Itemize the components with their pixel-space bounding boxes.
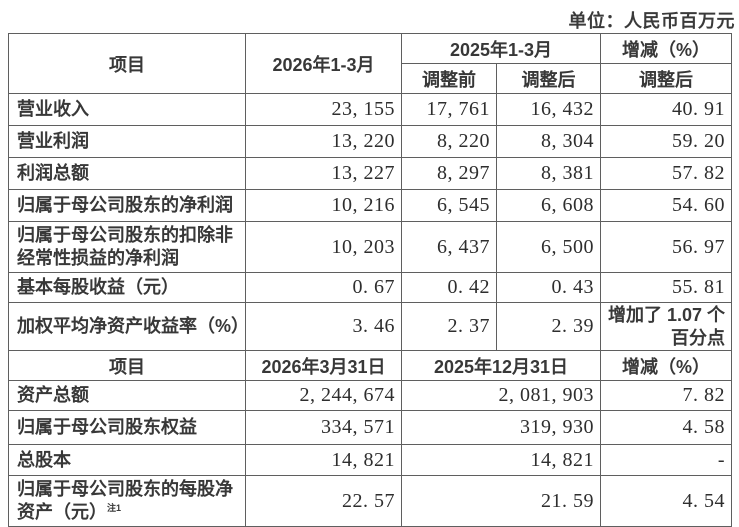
- subheader-change-after-adjustment: 调整后: [600, 63, 732, 94]
- cell-pre-adjustment: 8, 220: [401, 125, 497, 158]
- row-total-assets: 资产总额 2, 244, 674 2, 081, 903 7. 82: [8, 380, 732, 411]
- cell-2026-value: 2, 244, 674: [245, 380, 402, 411]
- row-label-text: 归属于母公司股东的每股净资产（元）: [17, 479, 233, 522]
- cell-post-adjustment: 8, 304: [496, 125, 601, 158]
- financial-summary-table: 项目 2026年1-3月 2025年1-3月 增减（%） 调整前 调整后 调整后…: [8, 33, 732, 527]
- row-label: 归属于母公司股东的扣除非经常性损益的净利润: [8, 221, 246, 273]
- change-text-line-1: 增加了 1.07 个: [607, 304, 725, 325]
- subheader-before-adjustment: 调整前: [401, 63, 497, 94]
- cell-pre-adjustment: 2. 37: [401, 302, 497, 351]
- row-total-profit: 利润总额 13, 227 8, 297 8, 381 57. 82: [8, 157, 732, 190]
- header-row-1: 项目 2026年1-3月 2025年1-3月 增减（%）: [8, 33, 732, 94]
- row-operating-profit: 营业利润 13, 220 8, 220 8, 304 59. 20: [8, 125, 732, 158]
- cell-change: 4. 54: [600, 475, 732, 527]
- row-basic-eps: 基本每股收益（元） 0. 67 0. 42 0. 43 55. 81: [8, 272, 732, 303]
- cell-pre-adjustment: 0. 42: [401, 272, 497, 303]
- cell-2025-value: 21. 59: [401, 475, 601, 527]
- cell-2026-value: 13, 227: [245, 157, 402, 190]
- row-total-share-capital: 总股本 14, 821 14, 821 -: [8, 444, 732, 476]
- change-text-line-2: 百分点: [671, 327, 725, 348]
- cell-post-adjustment: 0. 43: [496, 272, 601, 303]
- cell-2026-value: 23, 155: [245, 93, 402, 126]
- row-label: 归属于母公司股东的每股净资产（元）注1: [8, 475, 246, 527]
- cell-2025-value: 2, 081, 903: [401, 380, 601, 411]
- header-item: 项目: [8, 33, 246, 94]
- cell-2025-value: 319, 930: [401, 410, 601, 445]
- row-weighted-avg-roe: 加权平均净资产收益率（%） 3. 46 2. 37 2. 39 增加了 1.07…: [8, 302, 732, 351]
- cell-2026-value: 10, 203: [245, 221, 402, 273]
- cell-change: 54. 60: [600, 189, 732, 222]
- note-1-superscript: 注1: [107, 503, 122, 513]
- cell-change: 40. 91: [600, 93, 732, 126]
- header-row-2: 调整前 调整后 调整后: [9, 63, 732, 94]
- cell-pre-adjustment: 17, 761: [401, 93, 497, 126]
- cell-pre-adjustment: 6, 545: [401, 189, 497, 222]
- row-net-profit-attributable: 归属于母公司股东的净利润 10, 216 6, 545 6, 608 54. 6…: [8, 189, 732, 222]
- row-equity-attributable: 归属于母公司股东权益 334, 571 319, 930 4. 58: [8, 410, 732, 445]
- cell-2026-value: 22. 57: [245, 475, 402, 527]
- header2-date-2025: 2025年12月31日: [401, 350, 601, 381]
- cell-2026-value: 14, 821: [245, 444, 402, 476]
- subheader-after-adjustment: 调整后: [496, 63, 601, 94]
- cell-post-adjustment: 16, 432: [496, 93, 601, 126]
- row-label: 基本每股收益（元）: [8, 272, 246, 303]
- cell-post-adjustment: 6, 500: [496, 221, 601, 273]
- header2-change: 增减（%）: [600, 350, 732, 381]
- cell-change-percentage-points: 增加了 1.07 个 百分点: [600, 302, 732, 351]
- cell-post-adjustment: 6, 608: [496, 189, 601, 222]
- cell-change: 59. 20: [600, 125, 732, 158]
- cell-change: 7. 82: [600, 380, 732, 411]
- row-label: 归属于母公司股东的净利润: [8, 189, 246, 222]
- row-label: 利润总额: [8, 157, 246, 190]
- row-operating-revenue: 营业收入 23, 155 17, 761 16, 432 40. 91: [8, 93, 732, 126]
- row-label: 总股本: [8, 444, 246, 476]
- unit-label: 单位：人民币百万元: [568, 11, 735, 31]
- cell-change: 4. 58: [600, 410, 732, 445]
- header-change: 增减（%）: [600, 33, 732, 64]
- cell-2026-value: 334, 571: [245, 410, 402, 445]
- cell-2025-value: 14, 821: [401, 444, 601, 476]
- cell-2026-value: 3. 46: [245, 302, 402, 351]
- row-label: 加权平均净资产收益率（%）: [8, 302, 246, 351]
- header-row-3: 项目 2026年3月31日 2025年12月31日 增减（%）: [8, 350, 732, 381]
- header2-date-2026: 2026年3月31日: [245, 350, 402, 381]
- row-label: 营业收入: [8, 93, 246, 126]
- cell-change: 56. 97: [600, 221, 732, 273]
- cell-2026-value: 0. 67: [245, 272, 402, 303]
- cell-pre-adjustment: 8, 297: [401, 157, 497, 190]
- row-label: 资产总额: [8, 380, 246, 411]
- cell-pre-adjustment: 6, 437: [401, 221, 497, 273]
- header-period-2026: 2026年1-3月: [245, 33, 402, 94]
- cell-post-adjustment: 8, 381: [496, 157, 601, 190]
- row-label: 营业利润: [8, 125, 246, 158]
- cell-2026-value: 13, 220: [245, 125, 402, 158]
- row-label: 归属于母公司股东权益: [8, 410, 246, 445]
- cell-change: 55. 81: [600, 272, 732, 303]
- cell-post-adjustment: 2. 39: [496, 302, 601, 351]
- header-period-2025-group: 2025年1-3月: [401, 33, 601, 64]
- cell-change: -: [600, 444, 732, 476]
- cell-2026-value: 10, 216: [245, 189, 402, 222]
- row-net-profit-excl-nonrecurring: 归属于母公司股东的扣除非经常性损益的净利润 10, 203 6, 437 6, …: [8, 221, 732, 273]
- cell-change: 57. 82: [600, 157, 732, 190]
- row-net-assets-per-share: 归属于母公司股东的每股净资产（元）注1 22. 57 21. 59 4. 54: [8, 475, 732, 527]
- header2-item: 项目: [8, 350, 246, 381]
